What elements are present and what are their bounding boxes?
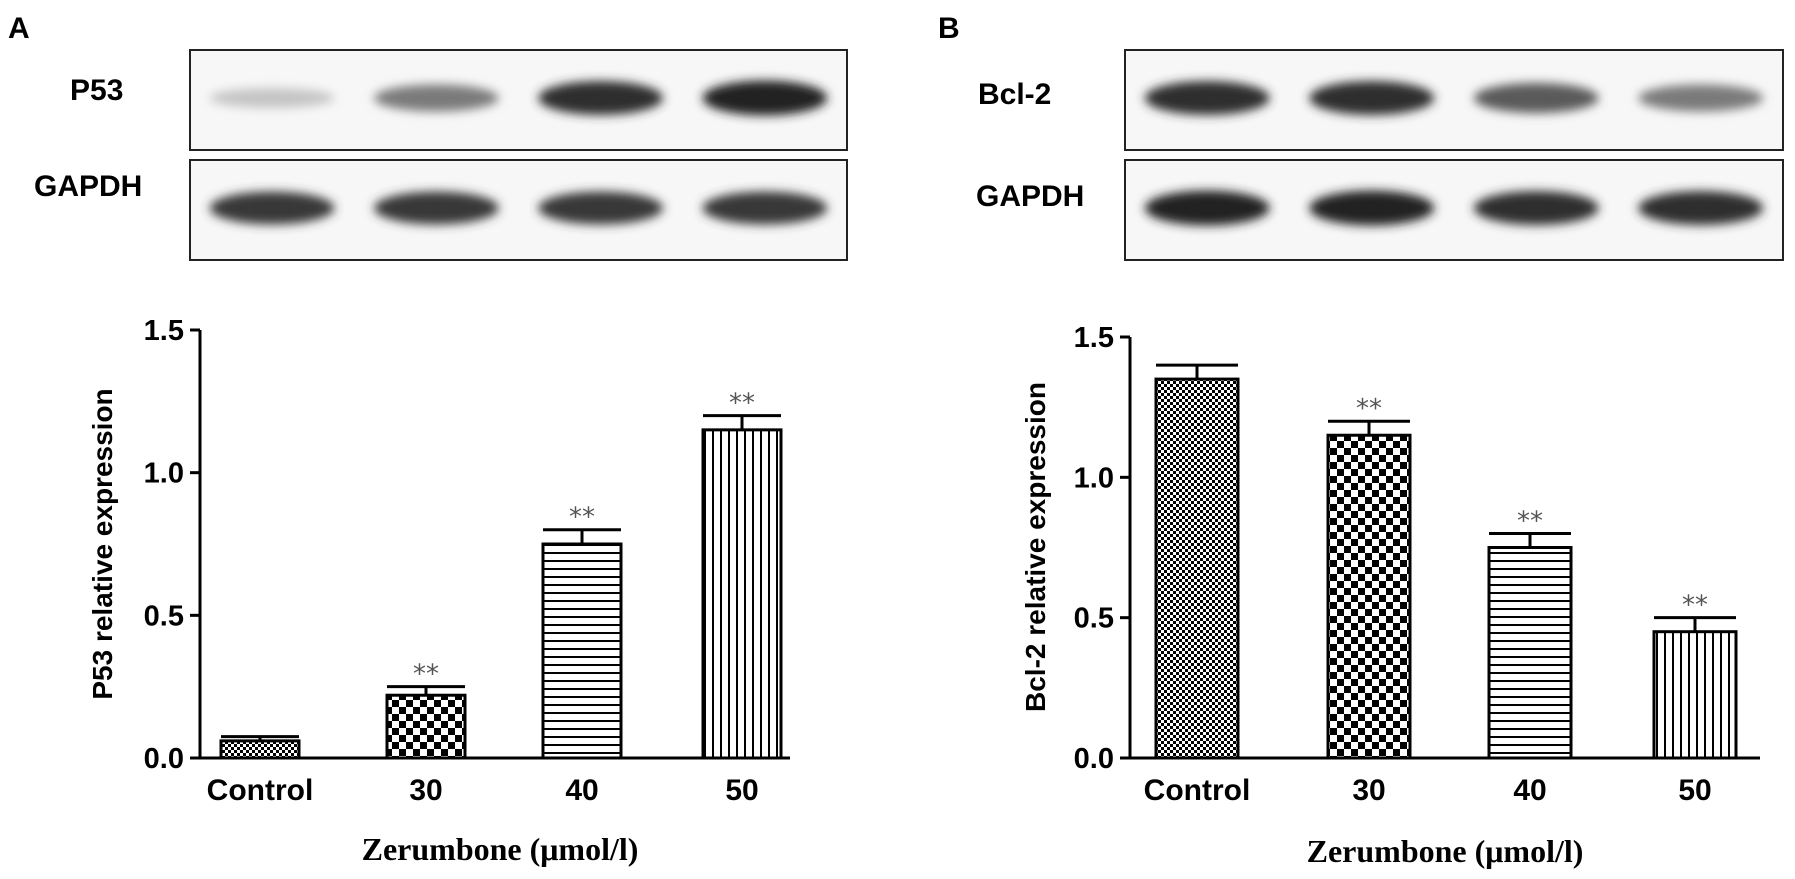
blot-band [209, 88, 335, 108]
blot-band [538, 81, 664, 115]
blot-band [1473, 83, 1599, 113]
blot-label-bcl2: Bcl-2 [978, 78, 1051, 111]
blot-band [373, 191, 499, 225]
bar [385, 693, 467, 760]
x-category-label: 40 [565, 774, 598, 807]
y-tick-label: 0.5 [144, 600, 184, 632]
bar [1487, 546, 1573, 760]
significance-marker: ** [413, 660, 439, 690]
bar-chart-bcl2: 0.0 0.5 1.0 1.5 Control ** 30 ** 40 ** 50 Zerumbone… [1020, 322, 1760, 869]
blot-band [1144, 190, 1270, 226]
y-axis-title: P53 relative expression [87, 388, 118, 699]
significance-marker: ** [569, 503, 595, 533]
bar [541, 542, 623, 760]
x-axis-title: Zerumbone (μmol/l) [362, 831, 639, 867]
y-tick-label: 1.5 [144, 315, 184, 347]
x-category-label: Control [1144, 774, 1251, 807]
blot-band [702, 80, 828, 116]
significance-marker: ** [1356, 394, 1382, 424]
x-category-label: 30 [1352, 774, 1385, 807]
blot-band [1638, 84, 1764, 112]
blot-label-p53: P53 [70, 74, 123, 107]
y-tick-label: 1.0 [144, 458, 184, 490]
blot-band [702, 191, 828, 225]
panel-letter-a: A [8, 12, 30, 45]
blot-band [1309, 190, 1435, 226]
x-category-label: 40 [1513, 774, 1546, 807]
bar-chart-p53: 0.0 0.5 1.0 1.5 Control ** 30 ** 40 ** 50 Zerumbone… [87, 315, 790, 867]
x-category-label: 50 [1678, 774, 1711, 807]
x-category-label: Control [207, 774, 314, 807]
bar [1326, 433, 1412, 760]
y-tick-label: 0.0 [144, 743, 184, 775]
x-axis-title: Zerumbone (μmol/l) [1307, 833, 1584, 869]
blot-label-gapdh-a: GAPDH [34, 170, 142, 203]
significance-marker: ** [1517, 506, 1543, 536]
blot-band [1638, 191, 1764, 225]
bar [219, 739, 301, 760]
blot-band [209, 191, 335, 225]
bar [701, 428, 783, 760]
blot-band [1144, 81, 1270, 115]
y-tick-label: 1.0 [1074, 462, 1114, 494]
blot-band [538, 191, 664, 225]
y-tick-label: 0.5 [1074, 603, 1114, 635]
x-category-label: 30 [409, 774, 442, 807]
panel-letter-b: B [938, 12, 960, 45]
blot-label-gapdh-b: GAPDH [976, 180, 1084, 213]
blot-band [373, 84, 499, 112]
blot-band [1309, 81, 1435, 115]
bar [1652, 630, 1738, 760]
y-tick-label: 1.5 [1074, 322, 1114, 354]
bar [1154, 377, 1240, 760]
x-category-label: 50 [725, 774, 758, 807]
y-tick-label: 0.0 [1074, 743, 1114, 775]
y-axis-title: Bcl-2 relative expression [1020, 382, 1051, 712]
significance-marker: ** [729, 389, 755, 419]
western-blot-images [189, 49, 1784, 261]
blot-band [1473, 191, 1599, 225]
significance-marker: ** [1682, 591, 1708, 621]
